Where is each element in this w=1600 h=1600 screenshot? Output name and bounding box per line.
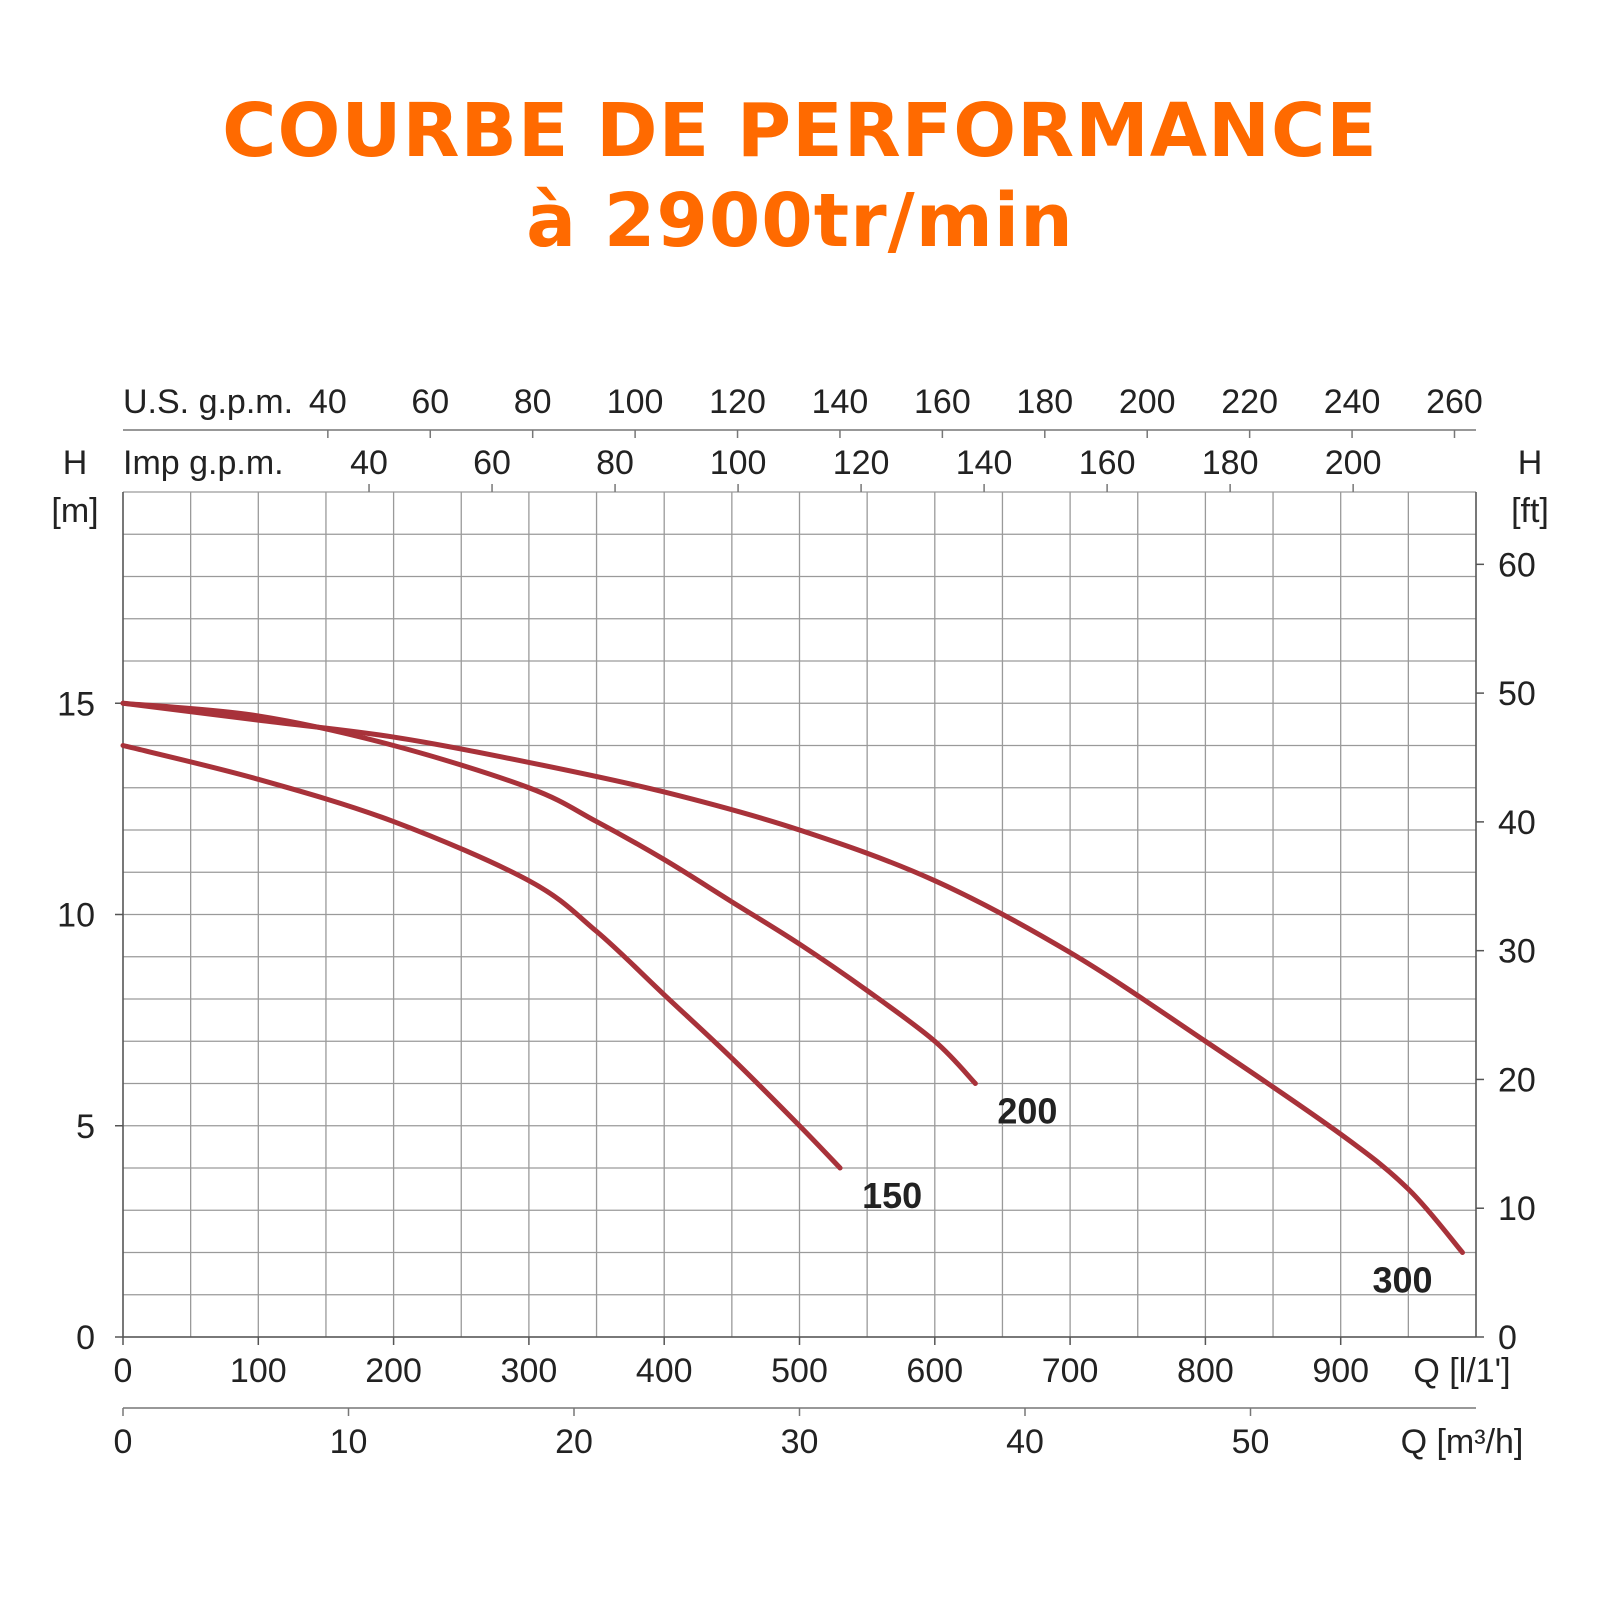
x-tick-label-usgpm: 140 <box>812 383 869 421</box>
y-tick-label-m: 5 <box>76 1108 95 1146</box>
x-tick-label-m3h: 20 <box>555 1423 593 1461</box>
x-tick-label-impgpm: 100 <box>710 444 767 482</box>
x-tick-label-usgpm: 200 <box>1119 383 1176 421</box>
x-tick-label-impgpm: 200 <box>1325 444 1382 482</box>
y-axis-label-ft-title: H <box>1518 444 1543 482</box>
x-tick-label-usgpm: 120 <box>709 383 766 421</box>
x-tick-label-usgpm: 60 <box>411 383 449 421</box>
x-tick-label-lmin: 200 <box>365 1352 422 1390</box>
x-tick-label-lmin: 0 <box>114 1352 133 1390</box>
x-tick-label-impgpm: 40 <box>350 444 388 482</box>
x-tick-label-usgpm: 80 <box>514 383 552 421</box>
x-tick-label-usgpm: 260 <box>1426 383 1483 421</box>
axes <box>115 429 1484 1416</box>
x-axis-label-lmin: Q [l/1'] <box>1413 1352 1510 1390</box>
x-tick-label-usgpm: 180 <box>1016 383 1073 421</box>
y-tick-label-ft: 20 <box>1498 1061 1536 1099</box>
x-tick-label-impgpm: 80 <box>596 444 634 482</box>
x-tick-label-m3h: 40 <box>1006 1423 1044 1461</box>
x-tick-label-lmin: 900 <box>1312 1352 1369 1390</box>
x-tick-label-m3h: 50 <box>1232 1423 1270 1461</box>
x-tick-label-impgpm: 120 <box>833 444 890 482</box>
x-tick-label-usgpm: 240 <box>1324 383 1381 421</box>
x-tick-label-m3h: 10 <box>330 1423 368 1461</box>
x-tick-label-m3h: 30 <box>781 1423 819 1461</box>
y-tick-label-ft: 0 <box>1498 1319 1517 1357</box>
y-tick-label-ft: 30 <box>1498 933 1536 971</box>
y-tick-label-m: 10 <box>57 897 95 935</box>
x-tick-label-m3h: 0 <box>114 1423 133 1461</box>
x-axis-label-usgpm: U.S. g.p.m. <box>123 383 293 421</box>
y-axis-label-m-unit: [m] <box>51 492 98 530</box>
y-tick-label-ft: 10 <box>1498 1190 1536 1228</box>
x-tick-label-lmin: 800 <box>1177 1352 1234 1390</box>
chart-title: COURBE DE PERFORMANCE <box>222 88 1378 174</box>
y-tick-label-ft: 40 <box>1498 804 1536 842</box>
x-tick-label-lmin: 500 <box>771 1352 828 1390</box>
x-tick-label-impgpm: 140 <box>956 444 1013 482</box>
x-tick-label-lmin: 100 <box>230 1352 287 1390</box>
curve-150 <box>120 743 843 1171</box>
x-tick-label-lmin: 600 <box>906 1352 963 1390</box>
curve-label-300: 300 <box>1372 1260 1432 1301</box>
axis-labels: 0 100 200 300 400 500 600 700 800 900 Q [l/1']0 10 2… <box>51 383 1549 1461</box>
performance-curves <box>120 700 1465 1255</box>
x-tick-label-usgpm: 220 <box>1221 383 1278 421</box>
x-axis-label-impgpm: Imp g.p.m. <box>123 444 284 482</box>
x-tick-label-lmin: 300 <box>501 1352 558 1390</box>
chart-subtitle: à 2900tr/min <box>526 178 1074 264</box>
y-tick-label-m: 15 <box>57 685 95 723</box>
y-tick-label-ft: 50 <box>1498 675 1536 713</box>
curve-300 <box>120 700 1465 1255</box>
x-tick-label-usgpm: 40 <box>309 383 347 421</box>
x-tick-label-usgpm: 100 <box>607 383 664 421</box>
y-tick-label-ft: 60 <box>1498 546 1536 584</box>
grid <box>122 491 1477 1338</box>
y-tick-label-m: 0 <box>76 1319 95 1357</box>
curve-label-200: 200 <box>997 1091 1057 1132</box>
curve-label-150: 150 <box>862 1175 922 1216</box>
y-axis-label-m-title: H <box>63 444 88 482</box>
x-tick-label-lmin: 700 <box>1042 1352 1099 1390</box>
x-tick-label-usgpm: 160 <box>914 383 971 421</box>
x-tick-label-lmin: 400 <box>636 1352 693 1390</box>
y-axis-label-ft-unit: [ft] <box>1511 492 1549 530</box>
x-tick-label-impgpm: 160 <box>1079 444 1136 482</box>
x-axis-label-m3h: Q [m³/h] <box>1401 1423 1524 1461</box>
x-tick-label-impgpm: 60 <box>473 444 511 482</box>
x-tick-label-impgpm: 180 <box>1202 444 1259 482</box>
